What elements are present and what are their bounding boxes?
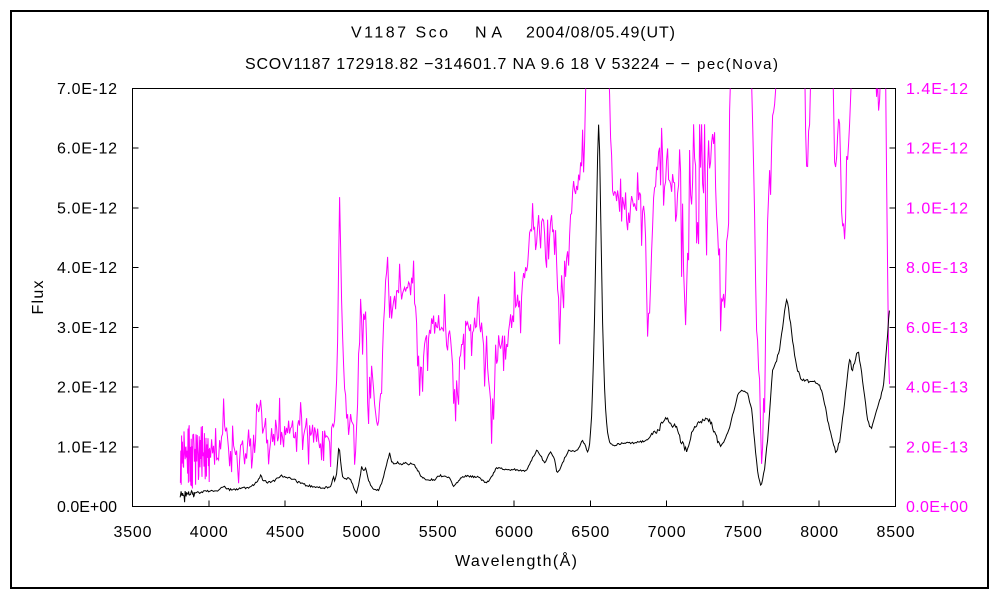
svg-text:4000: 4000 [190, 524, 228, 541]
svg-text:2.0E-12: 2.0E-12 [57, 380, 117, 397]
svg-text:5500: 5500 [419, 524, 457, 541]
svg-text:pec(Nova): pec(Nova) [697, 56, 778, 73]
svg-text:0.0E+00: 0.0E+00 [57, 499, 117, 516]
svg-text:4.0E-13: 4.0E-13 [906, 380, 968, 397]
svg-text:6000: 6000 [495, 524, 533, 541]
svg-text:7500: 7500 [724, 524, 762, 541]
svg-text:1.0E-12: 1.0E-12 [906, 200, 968, 217]
svg-text:2004/08/05.49(UT): 2004/08/05.49(UT) [526, 25, 675, 42]
svg-text:5000: 5000 [342, 524, 380, 541]
svg-text:Flux: Flux [30, 281, 47, 315]
svg-text:5.0E-12: 5.0E-12 [57, 200, 117, 217]
svg-text:8500: 8500 [877, 524, 915, 541]
svg-text:4.0E-12: 4.0E-12 [57, 260, 117, 277]
svg-text:SCOV1187 172918.82 −314601.7 N: SCOV1187 172918.82 −314601.7 NA 9.6 18 V… [245, 56, 690, 73]
svg-text:6500: 6500 [571, 524, 609, 541]
svg-text:7.0E-12: 7.0E-12 [57, 81, 117, 98]
svg-text:Wavelength(Å): Wavelength(Å) [455, 551, 577, 570]
svg-text:1.2E-12: 1.2E-12 [906, 141, 968, 158]
svg-text:3500: 3500 [114, 524, 152, 541]
svg-text:2.0E-13: 2.0E-13 [906, 439, 968, 456]
svg-text:6.0E-13: 6.0E-13 [906, 320, 968, 337]
svg-text:4500: 4500 [266, 524, 304, 541]
svg-text:6.0E-12: 6.0E-12 [57, 141, 117, 158]
svg-text:8000: 8000 [800, 524, 838, 541]
svg-text:0.0E+00: 0.0E+00 [906, 499, 968, 516]
svg-text:1.0E-12: 1.0E-12 [57, 439, 117, 456]
svg-text:7000: 7000 [648, 524, 686, 541]
svg-text:8.0E-13: 8.0E-13 [906, 260, 968, 277]
svg-text:1.4E-12: 1.4E-12 [906, 81, 968, 98]
svg-text:V1187 Sco: V1187 Sco [351, 25, 448, 42]
svg-text:3.0E-12: 3.0E-12 [57, 320, 117, 337]
